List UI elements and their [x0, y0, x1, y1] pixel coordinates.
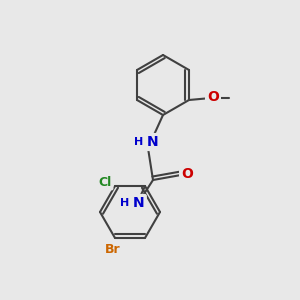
Text: Cl: Cl	[98, 176, 112, 188]
Text: N: N	[133, 196, 145, 210]
Text: Br: Br	[105, 244, 121, 256]
Text: N: N	[147, 135, 159, 149]
Text: H: H	[134, 137, 144, 147]
Text: H: H	[120, 198, 130, 208]
Text: O: O	[207, 90, 219, 104]
Text: O: O	[181, 167, 193, 181]
